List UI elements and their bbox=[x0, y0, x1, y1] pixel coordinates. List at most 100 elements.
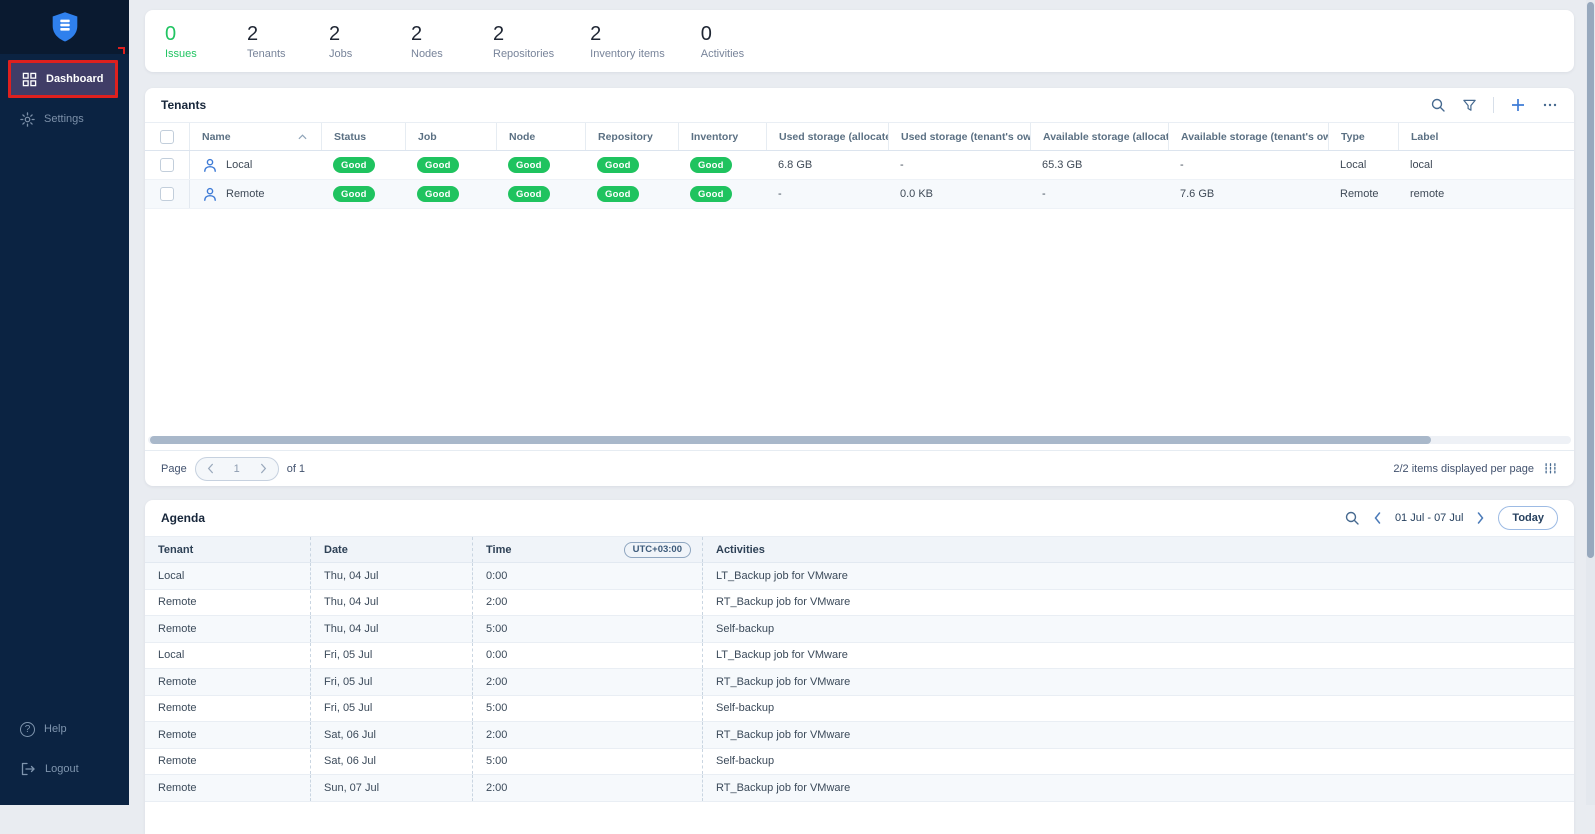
stat-repositories[interactable]: 2 Repositories bbox=[493, 23, 554, 60]
stat-label: Tenants bbox=[247, 48, 293, 60]
label-cell: remote bbox=[1398, 180, 1574, 208]
column-header-type[interactable]: Type bbox=[1328, 123, 1398, 150]
column-header-name[interactable]: Name bbox=[189, 123, 321, 150]
page-total: of 1 bbox=[287, 463, 305, 475]
column-header-label[interactable]: Label bbox=[1398, 123, 1574, 150]
column-header-repository[interactable]: Repository bbox=[585, 123, 678, 150]
type-cell: Local bbox=[1328, 151, 1398, 179]
select-all-checkbox[interactable] bbox=[160, 130, 174, 144]
agenda-row[interactable]: Remote Thu, 04 Jul 5:00 Self-backup bbox=[145, 616, 1574, 643]
sort-ascending-icon bbox=[298, 131, 307, 143]
stat-nodes[interactable]: 2 Nodes bbox=[411, 23, 457, 60]
column-header-available-own[interactable]: Available storage (tenant's own) bbox=[1168, 123, 1328, 150]
agenda-row[interactable]: Remote Sun, 07 Jul 2:00 RT_Backup job fo… bbox=[145, 775, 1574, 802]
column-header-status[interactable]: Status bbox=[321, 123, 405, 150]
agenda-row[interactable]: Remote Sat, 06 Jul 5:00 Self-backup bbox=[145, 749, 1574, 776]
agenda-row[interactable]: Remote Fri, 05 Jul 2:00 RT_Backup job fo… bbox=[145, 669, 1574, 696]
more-actions-button[interactable] bbox=[1542, 97, 1558, 113]
column-header-node[interactable]: Node bbox=[496, 123, 585, 150]
page-stepper: 1 bbox=[195, 457, 279, 481]
agenda-row[interactable]: Remote Fri, 05 Jul 5:00 Self-backup bbox=[145, 696, 1574, 723]
status-badge: Good bbox=[333, 186, 375, 202]
column-label: Label bbox=[1411, 131, 1438, 143]
horizontal-scrollbar[interactable] bbox=[148, 436, 1571, 444]
row-checkbox[interactable] bbox=[160, 158, 174, 172]
row-select-cell bbox=[145, 180, 189, 208]
chevron-right-icon[interactable] bbox=[259, 463, 268, 474]
chevron-left-icon[interactable] bbox=[206, 463, 215, 474]
status-badge: Good bbox=[417, 157, 459, 173]
agenda-tenant: Remote bbox=[145, 616, 310, 642]
agenda-time: 5:00 bbox=[472, 696, 702, 722]
node-cell: Good bbox=[496, 151, 585, 179]
sidebar-item-label: Help bbox=[44, 723, 67, 735]
vertical-scrollbar-thumb[interactable] bbox=[1587, 2, 1594, 558]
column-header-inventory[interactable]: Inventory bbox=[678, 123, 766, 150]
tenant-user-icon bbox=[202, 186, 218, 202]
column-settings-icon[interactable] bbox=[1543, 462, 1558, 476]
column-header-time: Time UTC+03:00 bbox=[472, 537, 702, 562]
column-header-used-own[interactable]: Used storage (tenant's own) bbox=[888, 123, 1030, 150]
vertical-scrollbar[interactable] bbox=[1586, 0, 1595, 805]
next-week-button[interactable] bbox=[1476, 512, 1485, 524]
today-button[interactable]: Today bbox=[1498, 506, 1558, 530]
stat-issues[interactable]: 0 Issues bbox=[165, 23, 211, 60]
agenda-row[interactable]: Remote Thu, 04 Jul 2:00 RT_Backup job fo… bbox=[145, 590, 1574, 617]
toolbar-divider bbox=[1493, 97, 1494, 113]
status-badge: Good bbox=[690, 186, 732, 202]
current-page[interactable]: 1 bbox=[234, 463, 240, 475]
tenant-row-local[interactable]: Local Good Good Good Good Good 6.8 GB - … bbox=[145, 151, 1574, 180]
search-icon bbox=[1344, 510, 1360, 526]
horizontal-scrollbar-thumb[interactable] bbox=[150, 436, 1431, 444]
column-header-used-allocated[interactable]: Used storage (allocated) bbox=[766, 123, 888, 150]
filter-button[interactable] bbox=[1462, 98, 1477, 113]
agenda-activity: RT_Backup job for VMware bbox=[702, 669, 1574, 695]
agenda-activity: RT_Backup job for VMware bbox=[702, 590, 1574, 616]
agenda-row[interactable]: Remote Sat, 06 Jul 2:00 RT_Backup job fo… bbox=[145, 722, 1574, 749]
agenda-activity: Self-backup bbox=[702, 616, 1574, 642]
repository-cell: Good bbox=[585, 151, 678, 179]
stat-label: Inventory items bbox=[590, 48, 665, 60]
sidebar-item-help[interactable]: ? Help bbox=[0, 709, 129, 749]
type-cell: Remote bbox=[1328, 180, 1398, 208]
stat-tenants[interactable]: 2 Tenants bbox=[247, 23, 293, 60]
stat-activities[interactable]: 0 Activities bbox=[701, 23, 747, 60]
sidebar-item-label: Logout bbox=[45, 763, 79, 775]
filter-icon bbox=[1462, 98, 1477, 113]
agenda-date: Sun, 07 Jul bbox=[310, 775, 472, 801]
agenda-panel-header: Agenda 01 Jul - 07 Jul Today bbox=[145, 500, 1574, 536]
add-tenant-button[interactable] bbox=[1510, 97, 1526, 113]
tenant-row-remote[interactable]: Remote Good Good Good Good Good - 0.0 KB… bbox=[145, 180, 1574, 209]
agenda-time: 5:00 bbox=[472, 616, 702, 642]
row-checkbox[interactable] bbox=[160, 187, 174, 201]
agenda-tenant: Remote bbox=[145, 669, 310, 695]
sidebar-item-settings[interactable]: Settings bbox=[0, 100, 129, 138]
column-label: Name bbox=[202, 131, 231, 143]
agenda-row[interactable]: Local Fri, 05 Jul 0:00 LT_Backup job for… bbox=[145, 643, 1574, 670]
agenda-row[interactable]: Local Thu, 04 Jul 0:00 LT_Backup job for… bbox=[145, 563, 1574, 590]
tenants-panel-header: Tenants bbox=[145, 88, 1574, 122]
utc-offset-badge: UTC+03:00 bbox=[624, 542, 691, 558]
search-button[interactable] bbox=[1430, 97, 1446, 113]
column-label: Time bbox=[486, 544, 511, 556]
node-cell: Good bbox=[496, 180, 585, 208]
agenda-search-button[interactable] bbox=[1344, 510, 1360, 526]
available-allocated-cell: 65.3 GB bbox=[1030, 151, 1168, 179]
stat-label: Nodes bbox=[411, 48, 457, 60]
agenda-date: Fri, 05 Jul bbox=[310, 669, 472, 695]
tenants-toolbar bbox=[1430, 97, 1558, 113]
column-header-available-allocated[interactable]: Available storage (allocated) bbox=[1030, 123, 1168, 150]
agenda-time: 2:00 bbox=[472, 775, 702, 801]
page-label: Page bbox=[161, 463, 187, 475]
sidebar-item-logout[interactable]: Logout bbox=[0, 749, 129, 789]
column-header-job[interactable]: Job bbox=[405, 123, 496, 150]
stat-jobs[interactable]: 2 Jobs bbox=[329, 23, 375, 60]
sidebar-item-dashboard[interactable]: Dashboard bbox=[8, 60, 118, 98]
previous-week-button[interactable] bbox=[1373, 512, 1382, 524]
status-badge: Good bbox=[417, 186, 459, 202]
stat-inventory-items[interactable]: 2 Inventory items bbox=[590, 23, 665, 60]
agenda-activity: RT_Backup job for VMware bbox=[702, 722, 1574, 748]
agenda-tenant: Local bbox=[145, 563, 310, 589]
agenda-tenant: Remote bbox=[145, 590, 310, 616]
column-label: Status bbox=[334, 131, 366, 143]
